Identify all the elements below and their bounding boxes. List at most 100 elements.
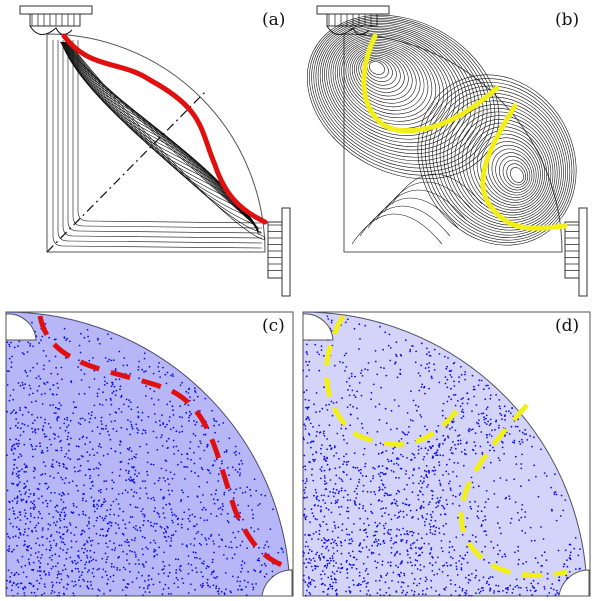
particle xyxy=(520,485,522,488)
particle xyxy=(305,360,307,363)
particle xyxy=(417,593,420,596)
particle xyxy=(348,552,350,555)
particle xyxy=(213,424,215,427)
particle xyxy=(13,409,15,412)
particle xyxy=(61,478,64,481)
particle xyxy=(358,544,361,547)
particle xyxy=(33,492,35,495)
particle xyxy=(201,468,204,471)
particle xyxy=(358,574,361,577)
particle xyxy=(382,507,385,510)
particle xyxy=(79,464,82,467)
particle xyxy=(513,441,516,444)
particle xyxy=(424,392,426,395)
particle xyxy=(234,536,237,539)
particle xyxy=(480,379,483,382)
particle xyxy=(306,406,309,409)
particle xyxy=(70,511,73,513)
particle xyxy=(311,512,314,514)
particle xyxy=(63,337,66,339)
particle xyxy=(75,406,78,409)
particle xyxy=(513,439,516,442)
particle xyxy=(201,586,203,588)
particle xyxy=(525,561,528,563)
particle xyxy=(394,514,396,517)
particle xyxy=(477,413,480,416)
particle xyxy=(455,565,458,568)
particle xyxy=(37,522,40,525)
particle xyxy=(314,488,317,491)
particle xyxy=(418,467,420,470)
particle xyxy=(454,404,457,407)
particle xyxy=(412,582,415,585)
particle xyxy=(66,337,69,340)
particle xyxy=(569,557,571,560)
particle xyxy=(483,466,485,469)
particle xyxy=(461,408,464,411)
particle xyxy=(166,371,169,374)
particle xyxy=(126,559,128,561)
particle xyxy=(53,477,55,479)
particle xyxy=(57,570,60,573)
particle xyxy=(124,586,127,588)
particle xyxy=(398,575,401,578)
particle xyxy=(229,488,232,491)
particle xyxy=(424,425,426,428)
particle xyxy=(211,561,214,564)
particle xyxy=(308,557,311,560)
particle xyxy=(60,446,63,449)
particle xyxy=(381,564,384,566)
particle xyxy=(306,589,308,592)
particle xyxy=(152,525,155,528)
particle xyxy=(389,347,392,349)
particle xyxy=(442,454,444,457)
particle xyxy=(370,510,373,513)
particle xyxy=(83,544,85,547)
particle xyxy=(143,515,146,518)
particle xyxy=(106,360,109,363)
field-line xyxy=(64,41,259,232)
particle xyxy=(471,428,474,431)
particle xyxy=(464,525,467,528)
particle xyxy=(16,544,18,547)
particle xyxy=(54,338,57,341)
particle xyxy=(371,512,374,515)
particle xyxy=(100,528,102,531)
particle xyxy=(8,370,10,372)
particle xyxy=(316,351,319,354)
particle xyxy=(399,563,402,565)
particle xyxy=(260,564,263,566)
particle xyxy=(215,515,218,517)
particle xyxy=(358,582,360,585)
particle xyxy=(530,539,533,542)
particle xyxy=(63,422,66,425)
particle xyxy=(400,467,403,470)
particle xyxy=(482,412,485,415)
particle xyxy=(533,464,536,467)
particle xyxy=(162,507,165,509)
particle-cloud xyxy=(302,312,587,597)
particle xyxy=(49,524,52,526)
particle xyxy=(257,528,260,530)
particle xyxy=(332,565,335,567)
particle xyxy=(320,505,322,508)
particle xyxy=(170,511,173,514)
particle xyxy=(181,518,184,520)
particle xyxy=(528,479,530,481)
particle xyxy=(441,414,444,417)
particle xyxy=(424,367,427,369)
particle xyxy=(66,438,69,441)
particle xyxy=(239,580,242,583)
particle xyxy=(374,493,377,496)
particle xyxy=(189,441,192,443)
particle xyxy=(97,489,100,492)
particle xyxy=(401,591,403,594)
particle xyxy=(153,482,156,485)
particle xyxy=(439,454,442,456)
particle xyxy=(203,560,205,563)
particle xyxy=(202,563,205,565)
particle xyxy=(555,493,558,496)
particle xyxy=(333,573,336,575)
particle xyxy=(100,416,103,419)
particle xyxy=(421,383,424,386)
